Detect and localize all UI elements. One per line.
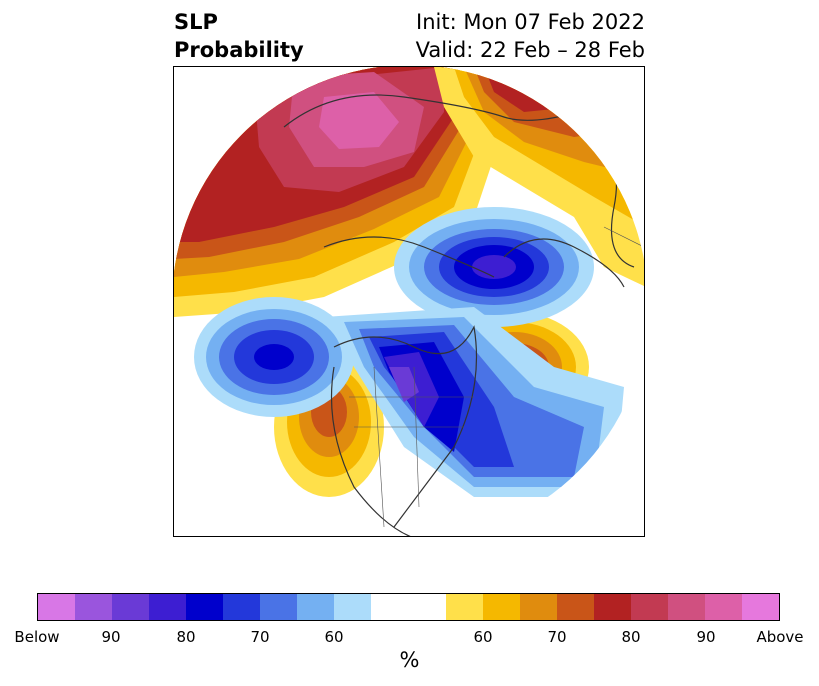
probability-map [174,67,644,536]
colorbar-segment [297,594,335,620]
colorbar-segment [38,594,76,620]
colorbar-segment [223,594,261,620]
colorbar-segment [482,594,520,620]
init-date: Init: Mon 07 Feb 2022 [416,10,645,34]
colorbar-segment [186,594,224,620]
colorbar-segment [667,594,705,620]
colorbar-tick-label: 60 [324,628,344,646]
colorbar-tick-label: 60 [473,628,493,646]
below-contour-pacific [254,344,294,370]
above-contour-asia [319,92,399,149]
colorbar-segment [260,594,298,620]
title-variable: SLP [174,10,218,34]
colorbar-unit-label: % [399,648,420,672]
below-contour-arctic [472,255,516,279]
colorbar-segment [630,594,668,620]
colorbar-tick-labels: Below 90 80 70 60 60 70 80 90 Above [14,628,803,648]
colorbar-tick-label: 90 [696,628,716,646]
below-contour-canada [389,367,419,402]
title-subtitle: Probability [174,38,304,62]
colorbar-tick-label: 70 [547,628,567,646]
valid-range: Valid: 22 Feb – 28 Feb [415,38,645,62]
colorbar-tick-label: Above [756,628,804,646]
colorbar-tick-label: Below [14,628,60,646]
colorbar-segment [519,594,557,620]
colorbar-tick-label: 90 [101,628,121,646]
colorbar-tick-label: 80 [621,628,641,646]
colorbar-segment [704,594,742,620]
colorbar [37,593,780,621]
colorbar-segment [334,594,372,620]
map-dates: Init: Mon 07 Feb 2022 Valid: 22 Feb – 28… [416,8,645,64]
colorbar-tick-label: 70 [250,628,270,646]
colorbar-segment [556,594,594,620]
colorbar-segment [741,594,779,620]
map-title: SLP Probability [174,8,304,64]
colorbar-tick-label: 80 [176,628,196,646]
colorbar-segment [75,594,113,620]
colorbar-segment [445,594,483,620]
colorbar-segment-neutral [371,594,446,620]
colorbar-segment [149,594,187,620]
map-panel [173,66,645,537]
admin-borders [349,146,644,528]
colorbar-segment [112,594,150,620]
coastlines [283,94,635,536]
colorbar-segment [593,594,631,620]
